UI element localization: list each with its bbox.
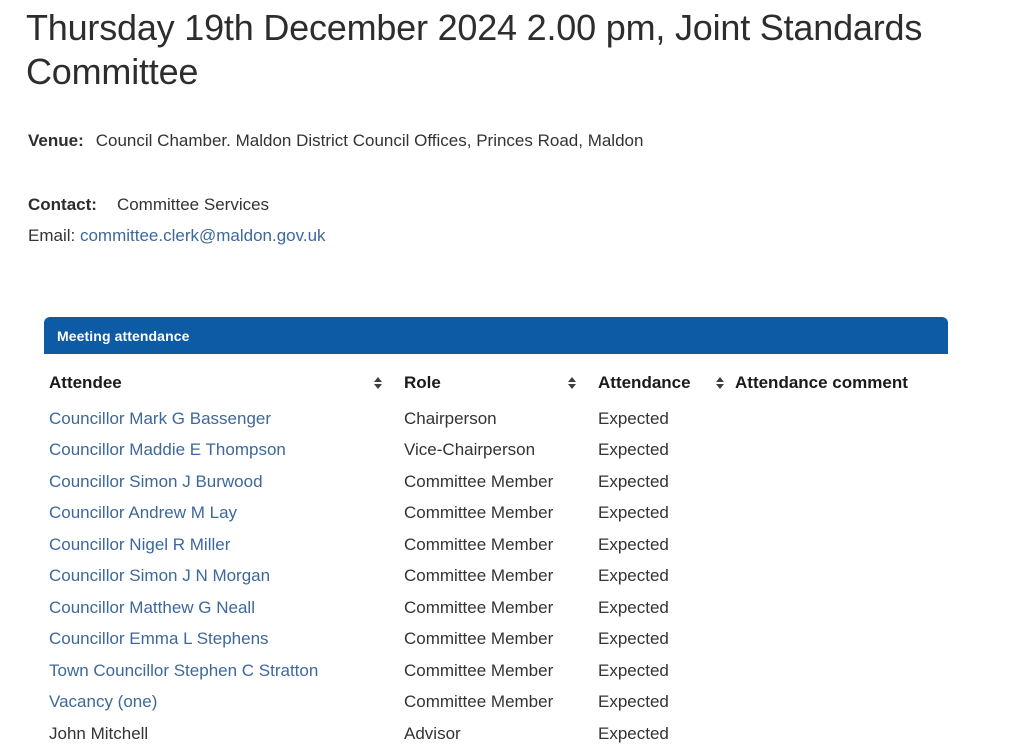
attendance-table: Attendee Role Attendance Attendance comment… — [44, 363, 948, 750]
attendance-cell: Expected — [598, 692, 669, 712]
attendee-cell: Councillor Emma L Stephens — [44, 629, 390, 649]
column-header-attendance[interactable]: Attendance — [584, 373, 730, 393]
attendee-link[interactable]: Councillor Nigel R Miller — [49, 534, 231, 554]
contact-line: Contact: Committee Services — [28, 194, 1024, 216]
attendee-cell: Councillor Matthew G Neall — [44, 598, 390, 618]
attendee-link[interactable]: Councillor Maddie E Thompson — [49, 440, 286, 460]
attendee-link[interactable]: Vacancy (one) — [49, 692, 158, 712]
table-row: Councillor Andrew M Lay Committee Member E… — [44, 498, 948, 530]
page-title: Thursday 19th December 2024 2.00 pm, Joi… — [26, 7, 923, 92]
table-row: Councillor Emma L Stephens Committee Memb… — [44, 624, 948, 656]
column-header-label: Attendee — [49, 373, 122, 392]
attendee-cell: Town Councillor Stephen C Stratton — [44, 661, 390, 681]
attendee-cell: Councillor Nigel R Miller — [44, 535, 390, 555]
role-cell: Committee Member — [404, 471, 554, 491]
email-label: Email: — [28, 226, 76, 245]
column-header-comment: Attendance comment — [730, 373, 948, 393]
sort-icon[interactable] — [568, 377, 576, 389]
table-row: Vacancy (one) Committee Member Expected — [44, 687, 948, 719]
sort-icon[interactable] — [374, 377, 382, 389]
column-header-label: Attendance — [598, 373, 691, 392]
venue-line: Venue: Council Chamber. Maldon District C… — [28, 130, 1024, 152]
meeting-attendance-panel: Meeting attendance Attendee Role Attendanc… — [44, 317, 948, 750]
panel-header-bar: Meeting attendance — [44, 317, 948, 354]
table-row: John Mitchell Advisor Expected — [44, 718, 948, 750]
attendee-link[interactable]: Councillor Matthew G Neall — [49, 597, 255, 617]
table-row: Town Councillor Stephen C Stratton Commit… — [44, 655, 948, 687]
role-cell: Committee Member — [404, 660, 554, 680]
attendee-cell: Vacancy (one) — [44, 692, 390, 712]
attendee-cell: Councillor Simon J Burwood — [44, 472, 390, 492]
attendee-name: John Mitchell — [49, 723, 149, 743]
role-cell: Committee Member — [404, 503, 554, 523]
attendance-cell: Expected — [598, 723, 669, 743]
attendee-link[interactable]: Councillor Emma L Stephens — [49, 629, 269, 649]
contact-label: Contact: — [28, 195, 97, 214]
sort-icon[interactable] — [716, 377, 724, 389]
attendance-cell: Expected — [598, 534, 669, 554]
venue-value: Council Chamber. Maldon District Council… — [95, 131, 644, 150]
attendee-cell: Councillor Simon J N Morgan — [44, 566, 390, 586]
attendance-cell: Expected — [598, 440, 669, 460]
attendee-link[interactable]: Councillor Simon J Burwood — [49, 471, 263, 491]
attendee-cell: Councillor Andrew M Lay — [44, 503, 390, 523]
role-cell: Advisor — [404, 723, 461, 743]
table-row: Councillor Nigel R Miller Committee Membe… — [44, 529, 948, 561]
attendee-link[interactable]: Councillor Mark G Bassenger — [49, 408, 272, 428]
attendee-link[interactable]: Councillor Andrew M Lay — [49, 503, 238, 523]
attendance-cell: Expected — [598, 597, 669, 617]
email-link[interactable]: committee.clerk@maldon.gov.uk — [79, 226, 326, 245]
attendance-table-body: Councillor Mark G Bassenger Chairperson Ex… — [44, 403, 948, 750]
attendance-cell: Expected — [598, 408, 669, 428]
table-row: Councillor Mark G Bassenger Chairperson Ex… — [44, 403, 948, 435]
column-header-role[interactable]: Role — [390, 373, 584, 393]
role-cell: Committee Member — [404, 534, 554, 554]
role-cell: Chairperson — [404, 408, 497, 428]
attendance-cell: Expected — [598, 471, 669, 491]
table-row: Councillor Matthew G Neall Committee Memb… — [44, 592, 948, 624]
column-header-label: Role — [404, 373, 441, 392]
role-cell: Committee Member — [404, 692, 554, 712]
attendance-cell: Expected — [598, 660, 669, 680]
attendance-cell: Expected — [598, 566, 669, 586]
table-row: Councillor Simon J Burwood Committee Memb… — [44, 466, 948, 498]
contact-value: Committee Services — [116, 195, 270, 214]
email-line: Email: committee.clerk@maldon.gov.uk — [28, 225, 1024, 247]
table-row: Councillor Maddie E Thompson Vice-Chairpe… — [44, 435, 948, 467]
role-cell: Committee Member — [404, 566, 554, 586]
attendee-cell: Councillor Mark G Bassenger — [44, 409, 390, 429]
table-row: Councillor Simon J N Morgan Committee Mem… — [44, 561, 948, 593]
role-cell: Vice-Chairperson — [404, 440, 536, 460]
attendance-cell: Expected — [598, 503, 669, 523]
attendee-cell: John Mitchell — [44, 724, 390, 744]
venue-label: Venue: — [28, 131, 84, 150]
role-cell: Committee Member — [404, 629, 554, 649]
role-cell: Committee Member — [404, 597, 554, 617]
column-header-label: Attendance comment — [735, 373, 908, 392]
attendee-link[interactable]: Councillor Simon J N Morgan — [49, 566, 271, 586]
panel-header-title: Meeting attendance — [57, 327, 190, 344]
attendance-table-header: Attendee Role Attendance Attendance comment — [44, 363, 948, 403]
attendee-cell: Councillor Maddie E Thompson — [44, 440, 390, 460]
attendee-link[interactable]: Town Councillor Stephen C Stratton — [49, 660, 319, 680]
column-header-attendee[interactable]: Attendee — [44, 373, 390, 393]
attendance-cell: Expected — [598, 629, 669, 649]
